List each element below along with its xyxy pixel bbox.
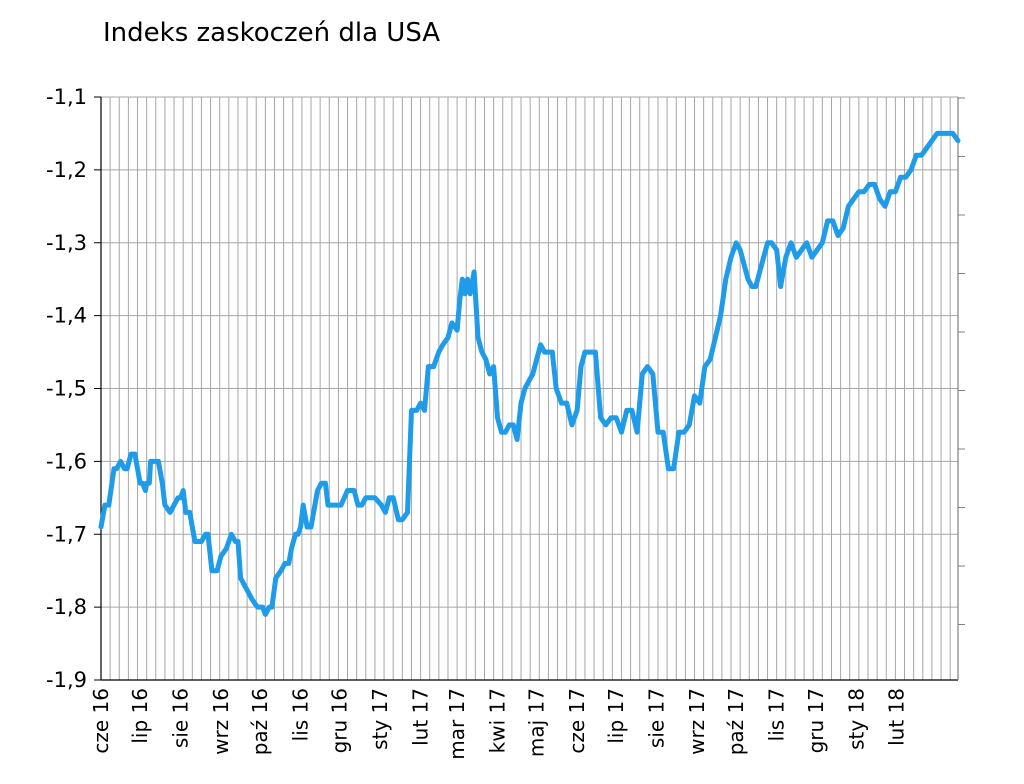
series-group — [98, 130, 961, 617]
y-tick-label: -1,4 — [46, 304, 87, 328]
y-tick-label: -1,2 — [46, 158, 87, 182]
axes — [100, 97, 965, 681]
x-tick-label: mar 17 — [445, 688, 469, 760]
x-tick-label: cze 16 — [89, 688, 113, 754]
x-tick-label: sie 17 — [645, 688, 669, 748]
x-tick-label: cze 17 — [565, 688, 589, 754]
x-tick-label: paź 16 — [248, 688, 272, 755]
y-tick-label: -1,6 — [46, 449, 87, 473]
x-tick-label: wrz 16 — [209, 688, 233, 755]
chart-title: Indeks zaskoczeń dla USA — [103, 18, 441, 48]
x-tick-label: lis 16 — [289, 688, 313, 741]
y-tick-label: -1,8 — [46, 595, 87, 619]
x-tick-label: lis 17 — [765, 688, 789, 741]
x-tick-label: lip 17 — [604, 688, 628, 744]
x-tick-label: gru 17 — [804, 688, 828, 753]
x-tick-label: lip 16 — [128, 688, 152, 744]
series-line — [98, 130, 961, 617]
x-tick-label: kwi 17 — [486, 688, 510, 753]
y-axis-tick-labels: -1,1 -1,2 -1,3 -1,4 -1,5 -1,6 -1,7 -1,8 -1,9 — [46, 85, 87, 692]
x-tick-label: wrz 17 — [685, 688, 709, 755]
x-tick-label: sty 17 — [368, 688, 392, 750]
y-tick-label: -1,9 — [46, 668, 87, 692]
y-tick-label: -1,5 — [46, 377, 87, 401]
y-tick-label: -1,3 — [46, 231, 87, 255]
x-tick-label: sty 18 — [844, 688, 868, 750]
x-axis-tick-labels: cze 16 lip 16 sie 16 wrz 16 paź 16 lis 16 gru … — [89, 688, 909, 760]
y-tick-label: -1,7 — [46, 522, 87, 546]
x-tick-label: maj 17 — [525, 688, 549, 757]
x-tick-label: gru 16 — [328, 688, 352, 753]
x-tick-label: paź 17 — [724, 688, 748, 755]
x-tick-label: sie 16 — [169, 688, 193, 748]
x-tick-label: lut 18 — [885, 688, 909, 746]
y-tick-label: -1,1 — [46, 85, 87, 109]
x-tick-label: lut 17 — [409, 688, 433, 746]
